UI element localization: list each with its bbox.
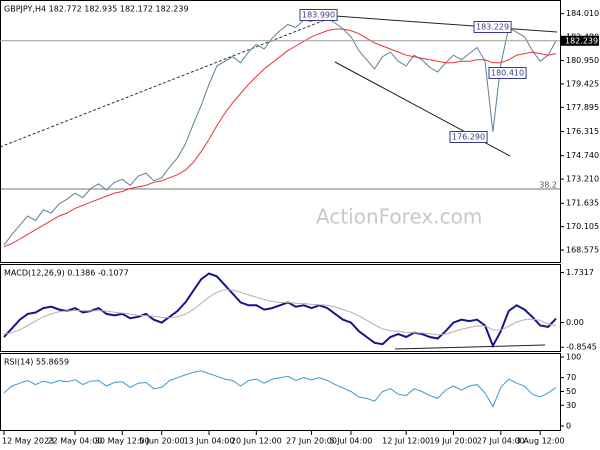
panel-title: GBPJPY,H4 182.772 182.935 182.172 182.23… xyxy=(4,5,189,14)
annotation: 180.410 xyxy=(491,69,524,78)
y-tick-label: 176.315 xyxy=(566,127,599,136)
annotation: 38.2 xyxy=(539,181,557,190)
x-tick-label: 19 Jul 20:00 xyxy=(429,437,477,446)
series-line xyxy=(3,272,557,349)
series-line xyxy=(3,28,557,248)
y-tick-label: 0.00 xyxy=(566,318,584,327)
watermark: ActionForex.com xyxy=(316,205,482,229)
series-line xyxy=(3,289,557,336)
x-tick-label: 5 Jul 04:00 xyxy=(330,437,373,446)
x-tick-label: 3 Aug 12:00 xyxy=(516,437,565,446)
y-tick-label: 174.740 xyxy=(566,151,599,160)
y-tick-label: 30 xyxy=(566,401,576,410)
y-tick-label: 100 xyxy=(566,353,581,362)
x-tick-label: 27 Jul 04:00 xyxy=(477,437,525,446)
y-tick-label: 1.7317 xyxy=(566,268,594,277)
annotation-box xyxy=(488,67,527,79)
series-line xyxy=(3,14,557,246)
last-price-label: 182.239 xyxy=(565,36,598,45)
x-tick-label: 27 Jun 20:00 xyxy=(286,437,337,446)
x-tick-label: 12 May 2023 xyxy=(2,437,54,446)
annotation-box xyxy=(473,21,512,33)
y-tick-label: 179.425 xyxy=(566,79,599,88)
panel-title: RSI(14) 55.8659 xyxy=(4,358,69,367)
y-tick-label: 171.635 xyxy=(566,199,599,208)
y-tick-label: 180.950 xyxy=(566,56,599,65)
trend-line xyxy=(334,15,558,33)
x-tick-label: 5 Jun 20:00 xyxy=(139,437,185,446)
y-tick-label: 184.010 xyxy=(566,9,599,18)
annotation: 183.990 xyxy=(302,11,335,20)
y-tick-label: 170.105 xyxy=(566,222,599,231)
y-tick-label: 168.575 xyxy=(566,246,599,255)
panel-title: MACD(12,26,9) 0.1386 -0.1077 xyxy=(4,269,129,278)
annotation: 183.229 xyxy=(476,23,509,32)
x-tick-label: 22 May 04:00 xyxy=(48,437,103,446)
annotation-box xyxy=(299,9,338,21)
x-tick-label: 13 Jun 04:00 xyxy=(184,437,235,446)
y-tick-label: 70 xyxy=(566,373,576,382)
annotation: 176.290 xyxy=(452,133,485,142)
x-tick-label: 20 Jun 12:00 xyxy=(231,437,282,446)
plots: GBPJPY,H4 182.772 182.935 182.172 182.23… xyxy=(0,5,599,446)
y-tick-label: -0.8545 xyxy=(566,343,597,352)
trend-line xyxy=(0,17,331,148)
x-tick-label: 30 May 12:00 xyxy=(95,437,150,446)
y-tick-label: 50 xyxy=(566,387,576,396)
last-price-box xyxy=(561,35,599,46)
trend-line xyxy=(394,344,546,350)
y-tick-label: 177.895 xyxy=(566,103,599,112)
y-tick-label: 173.210 xyxy=(566,175,599,184)
x-tick-label: 12 Jul 12:00 xyxy=(382,437,430,446)
y-tick-label: 0 xyxy=(566,422,571,431)
annotation-box xyxy=(449,131,488,143)
macd-panel xyxy=(0,264,561,352)
series-line xyxy=(3,370,557,408)
